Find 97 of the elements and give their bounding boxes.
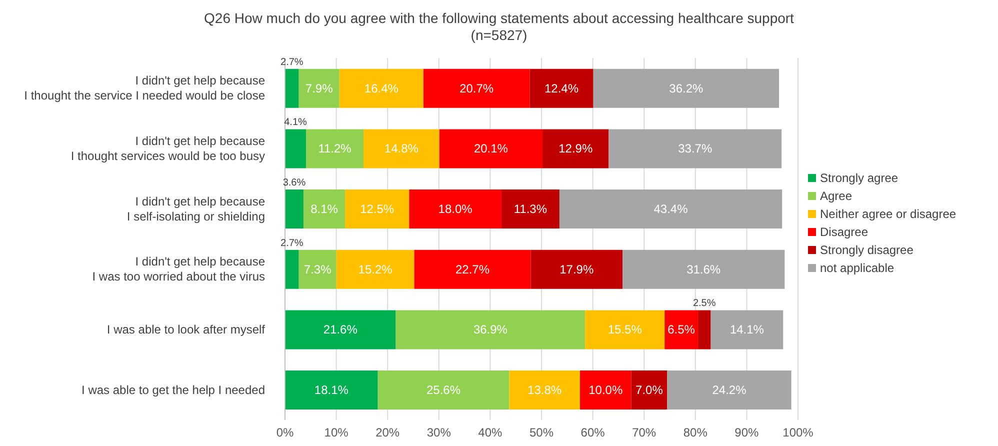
data-label: 43.4% <box>654 202 688 216</box>
data-label: 17.9% <box>560 262 594 276</box>
data-label: 25.6% <box>426 383 461 398</box>
x-tick-label: 20% <box>376 426 400 440</box>
data-label: 2.7% <box>280 56 304 68</box>
data-label: 10.0% <box>588 383 623 398</box>
bar <box>336 250 414 289</box>
bar <box>530 250 623 289</box>
x-tick-label: 100% <box>782 426 814 440</box>
bar <box>378 370 510 410</box>
x-tick-label: 10% <box>324 426 349 440</box>
data-label: 7.0% <box>636 383 664 398</box>
bar <box>339 68 424 108</box>
data-label: 31.6% <box>686 262 721 276</box>
bar <box>667 370 792 410</box>
data-label: 14.8% <box>384 142 419 156</box>
bar <box>285 250 299 289</box>
y-tick-label: I was able to get the help I needed <box>82 382 265 397</box>
bar <box>593 68 780 108</box>
bar <box>285 310 396 350</box>
bar <box>298 250 336 289</box>
bar <box>608 129 782 168</box>
bar <box>439 129 543 168</box>
data-label: 15.5% <box>608 322 642 337</box>
data-label: 12.4% <box>544 81 579 96</box>
data-label: 12.9% <box>558 142 593 156</box>
bar <box>285 129 306 168</box>
data-label: 3.6% <box>282 178 306 189</box>
bar <box>345 190 410 229</box>
data-label: 22.7% <box>455 262 490 276</box>
bar <box>285 68 299 108</box>
x-tick-label: 70% <box>632 426 656 440</box>
bar <box>622 250 785 289</box>
chart-subtitle: (n=5827) <box>470 27 528 44</box>
bar <box>298 68 340 108</box>
bar <box>664 310 698 350</box>
data-label: 7.9% <box>305 81 334 96</box>
data-label: 24.2% <box>712 383 747 398</box>
x-tick-label: 40% <box>478 426 503 440</box>
data-label: 20.1% <box>474 142 508 156</box>
legend-label: Agree <box>820 188 852 205</box>
data-label: 4.1% <box>284 117 308 128</box>
data-label: 21.6% <box>323 322 358 337</box>
legend-label: Disagree <box>820 224 868 241</box>
data-label: 20.7% <box>460 81 494 96</box>
bar <box>698 310 711 350</box>
data-label: 36.9% <box>473 322 508 337</box>
bar <box>585 310 665 350</box>
bar <box>542 129 609 168</box>
legend-label: Strongly agree <box>820 170 898 187</box>
bar <box>303 190 346 229</box>
data-label: 6.5% <box>668 322 696 337</box>
y-tick-label: I didn't get help because I thought services would be too busy <box>70 134 266 163</box>
bar <box>580 370 632 410</box>
bar <box>363 129 440 168</box>
x-tick-label: 30% <box>426 426 452 440</box>
data-label: 18.1% <box>314 383 349 398</box>
bar <box>530 68 594 108</box>
x-tick-label: 60% <box>580 426 606 440</box>
y-tick-label: I didn't get help because I was too worried about the virus <box>92 254 266 284</box>
bar <box>501 190 560 229</box>
bar <box>509 370 580 410</box>
data-label: 2.7% <box>280 238 304 249</box>
x-tick-label: 90% <box>734 426 760 440</box>
y-tick-label: I didn't get help because I self-isolating or shielding <box>126 194 266 224</box>
bar <box>414 250 531 289</box>
data-label: 36.2% <box>669 81 704 96</box>
bar <box>559 190 782 229</box>
x-tick-label: 80% <box>683 426 708 440</box>
data-label: 16.4% <box>364 81 399 96</box>
bar <box>710 310 784 350</box>
data-label: 18.0% <box>438 202 473 216</box>
data-label: 7.3% <box>304 262 332 276</box>
data-label: 33.7% <box>678 142 712 156</box>
x-tick-label: 50% <box>529 426 554 440</box>
data-label: 11.2% <box>318 142 352 156</box>
legend-label: Neither agree or disagree <box>820 206 956 223</box>
chart-title: Q26 How much do you agree with the following statements about accessing healthcare support <box>203 10 795 27</box>
legend-label: Strongly disagree <box>820 242 914 259</box>
data-label: 2.5% <box>692 298 716 310</box>
data-label: 12.5% <box>360 202 394 216</box>
data-label: 13.8% <box>528 383 562 398</box>
data-label: 15.2% <box>358 262 393 276</box>
y-tick-label: I was able to look after myself <box>106 322 266 336</box>
bar <box>285 370 378 410</box>
bar <box>396 310 586 350</box>
bar <box>631 370 668 410</box>
legend-label: not applicable <box>820 260 894 277</box>
y-tick-label: I didn't get help because I thought the service I needed would be close <box>24 74 266 103</box>
x-tick-label: 0% <box>276 426 294 440</box>
bar <box>424 68 530 108</box>
data-label: 11.3% <box>514 202 548 216</box>
data-label: 8.1% <box>310 202 338 216</box>
bar <box>409 190 502 229</box>
bar <box>306 129 364 168</box>
bar <box>285 190 304 229</box>
data-label: 14.1% <box>730 322 764 337</box>
